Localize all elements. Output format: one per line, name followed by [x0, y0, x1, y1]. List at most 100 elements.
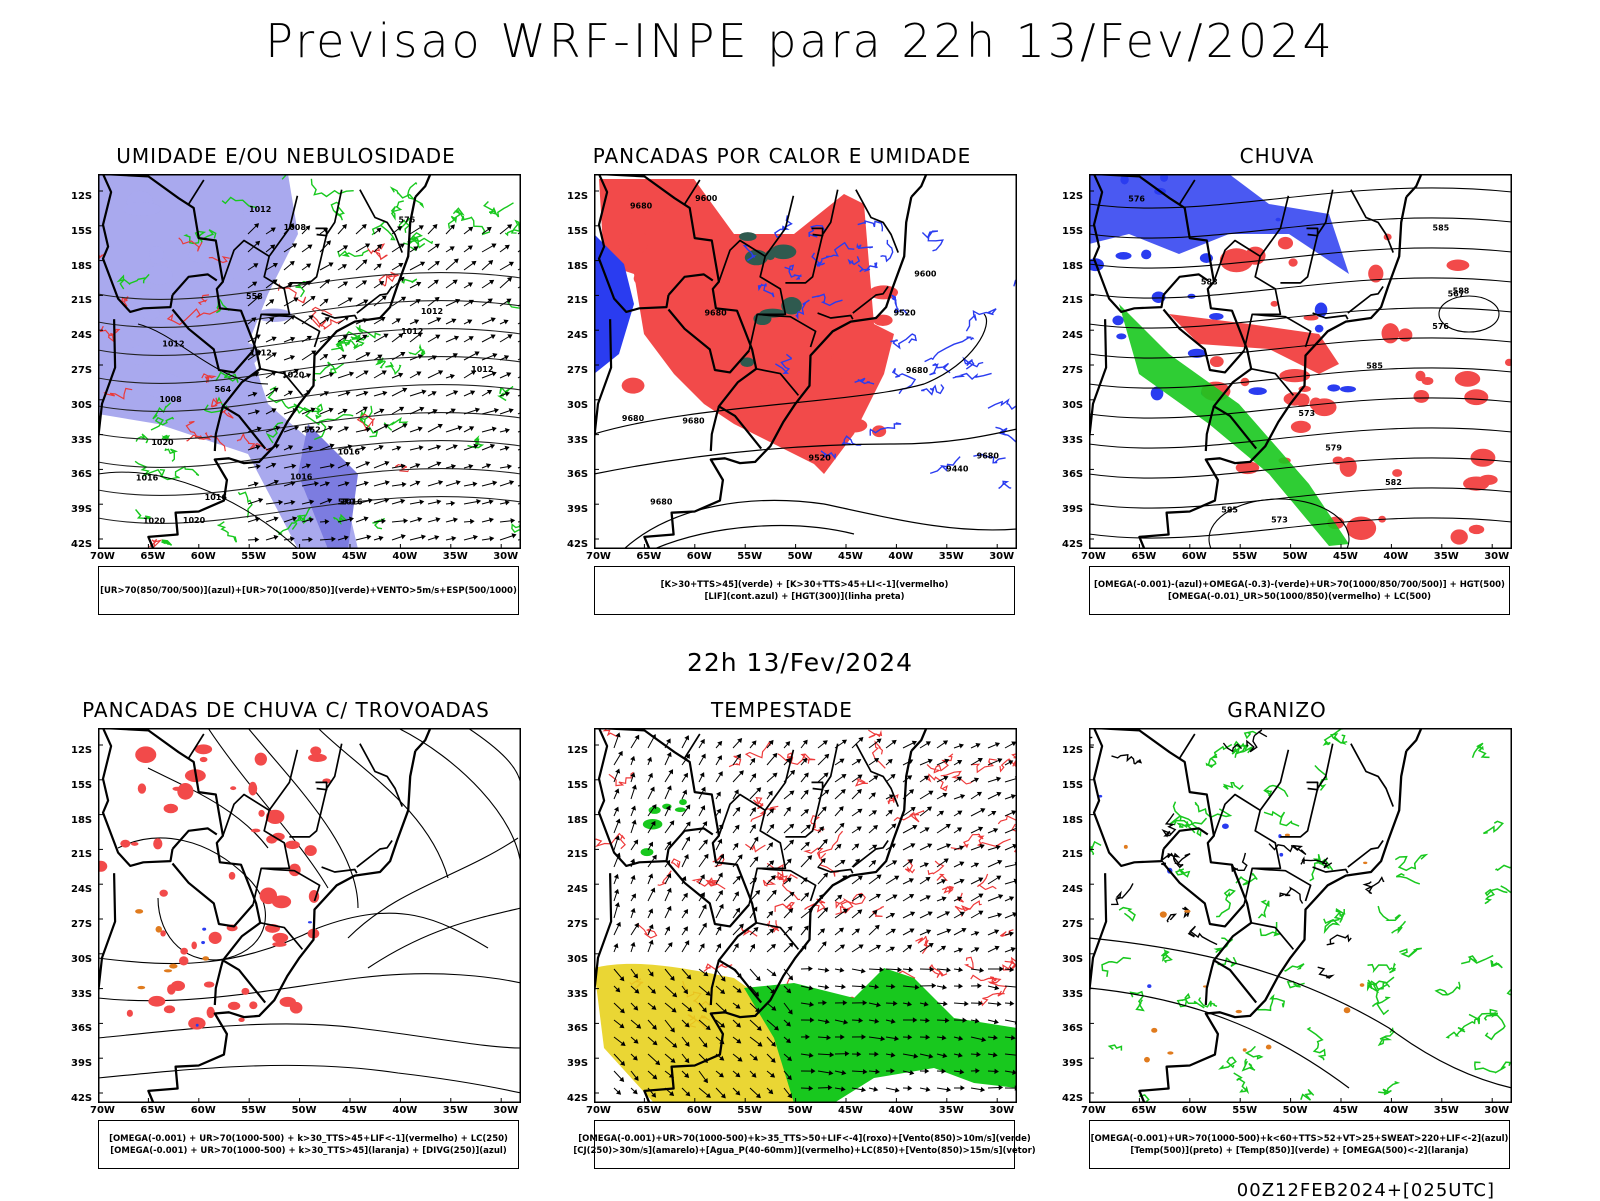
shaded-area — [177, 783, 193, 800]
legend-text: [OMEGA(-0.001)-(azul)+OMEGA(-0.3)-(verde… — [1094, 579, 1505, 591]
latitude-label: 24S — [567, 884, 588, 895]
shaded-area — [120, 840, 130, 848]
shaded-area — [739, 232, 757, 241]
legend-box: [OMEGA(-0.001)+UR>70(1000-500)+k<60+TTS>… — [1089, 1120, 1510, 1169]
latitude-label: 15S — [567, 780, 588, 791]
forecast-title: Previsao WRF-INPE para 22h 13/Fev/2024 — [0, 14, 1600, 68]
legend-text: [Temp(500)](preto) + [Temp(850)](verde) … — [1130, 1145, 1468, 1157]
contour-label: 1012 — [471, 365, 493, 374]
longitude-label: 35W — [443, 551, 468, 562]
shaded-area — [135, 746, 156, 763]
contour-label: 585 — [1221, 506, 1238, 515]
longitude-label: 70W — [1081, 551, 1106, 562]
shaded-area — [228, 1002, 240, 1010]
longitude-label: 55W — [1232, 1105, 1257, 1116]
latitude-label: 33S — [1062, 435, 1083, 446]
legend-text: [K>30+TTS>45](verde) + [K>30+TTS>45+LI<-… — [661, 579, 949, 591]
shaded-area — [204, 982, 214, 988]
shaded-area — [129, 287, 157, 305]
latitude-label: 39S — [71, 504, 92, 515]
shaded-area — [1116, 333, 1126, 339]
longitude-label: 65W — [1131, 1105, 1156, 1116]
longitude-label: 60W — [1182, 551, 1207, 562]
latitude-label: 18S — [1062, 815, 1083, 826]
latitude-label: 27S — [1062, 919, 1083, 930]
latitude-label: 42S — [71, 539, 92, 550]
latitude-label: 12S — [71, 745, 92, 756]
legend-box: [K>30+TTS>45](verde) + [K>30+TTS>45+LI<-… — [594, 566, 1015, 615]
legend-text: [OMEGA(-0.001) + UR>70(1000-500) + k>30_… — [110, 1145, 506, 1157]
shaded-area — [164, 804, 178, 814]
shaded-area — [272, 933, 288, 943]
shaded-area — [160, 890, 168, 897]
shaded-area — [127, 1010, 133, 1017]
shaded-area — [1279, 853, 1283, 857]
latitude-label: 30S — [567, 954, 588, 965]
shaded-area — [1266, 1045, 1272, 1050]
shaded-area — [831, 354, 841, 362]
longitude-label: 40W — [392, 1105, 417, 1116]
shaded-area — [1210, 356, 1224, 367]
shaded-area — [153, 838, 162, 849]
latitude-label: 12S — [567, 745, 588, 756]
longitude-label: 30W — [1484, 1105, 1509, 1116]
latitude-label: 42S — [1062, 539, 1083, 550]
latitude-label: 18S — [71, 815, 92, 826]
contour-label: 9520 — [809, 453, 832, 462]
shaded-area — [662, 213, 673, 223]
legend-text: [UR>70(850/700/500)](azul)+[UR>70(1000/8… — [100, 585, 517, 597]
longitude-label: 30W — [989, 1105, 1014, 1116]
contour-label: 9520 — [893, 308, 916, 317]
shaded-area — [1291, 421, 1311, 433]
latitude-label: 27S — [567, 919, 588, 930]
shaded-area — [1116, 252, 1132, 260]
longitude-label: 60W — [1182, 1105, 1207, 1116]
shaded-area — [1184, 910, 1190, 913]
contour-label: 1020 — [183, 516, 206, 525]
shaded-area — [260, 887, 278, 904]
shaded-area — [164, 969, 172, 972]
shaded-area — [200, 757, 208, 762]
shaded-area — [1360, 983, 1365, 987]
legend-text: [OMEGA(-0.001) + UR>70(1000-500) + k>30_… — [109, 1133, 508, 1145]
latitude-label: 27S — [567, 365, 588, 376]
latitude-label: 33S — [71, 989, 92, 1000]
longitude-label: 30W — [989, 551, 1014, 562]
latitude-label: 36S — [71, 1023, 92, 1034]
longitude-label: 70W — [90, 1105, 115, 1116]
contour-label: 1020 — [151, 438, 174, 447]
shaded-area — [823, 364, 849, 379]
shaded-area — [230, 786, 236, 790]
shaded-area — [1455, 371, 1480, 387]
latitude-label: 18S — [71, 261, 92, 272]
shaded-area — [146, 265, 173, 284]
contour-label: 564 — [214, 385, 231, 394]
latitude-label: 30S — [1062, 400, 1083, 411]
contour-label: 1008 — [159, 395, 182, 404]
latitude-label: 18S — [567, 815, 588, 826]
latitude-label: 39S — [1062, 504, 1083, 515]
latitude-label: 39S — [1062, 1058, 1083, 1069]
longitude-label: 45W — [342, 1105, 367, 1116]
longitude-label: 35W — [939, 551, 964, 562]
latitude-label: 42S — [1062, 1093, 1083, 1104]
longitude-label: 50W — [1283, 551, 1308, 562]
shaded-area — [207, 1007, 215, 1018]
longitude-label: 40W — [1383, 551, 1408, 562]
longitude-label: 50W — [1283, 1105, 1308, 1116]
latitude-label: 27S — [71, 919, 92, 930]
latitude-label: 33S — [71, 435, 92, 446]
longitude-label: 50W — [292, 1105, 317, 1116]
shaded-area — [628, 231, 648, 254]
shaded-area — [1363, 862, 1367, 864]
shaded-area — [1340, 457, 1357, 477]
shaded-area — [1160, 911, 1167, 917]
shaded-area — [248, 782, 257, 796]
latitude-label: 33S — [1062, 989, 1083, 1000]
panel-title: PANCADAS POR CALOR E UMIDADE — [547, 144, 1017, 168]
shaded-area — [164, 1005, 175, 1013]
